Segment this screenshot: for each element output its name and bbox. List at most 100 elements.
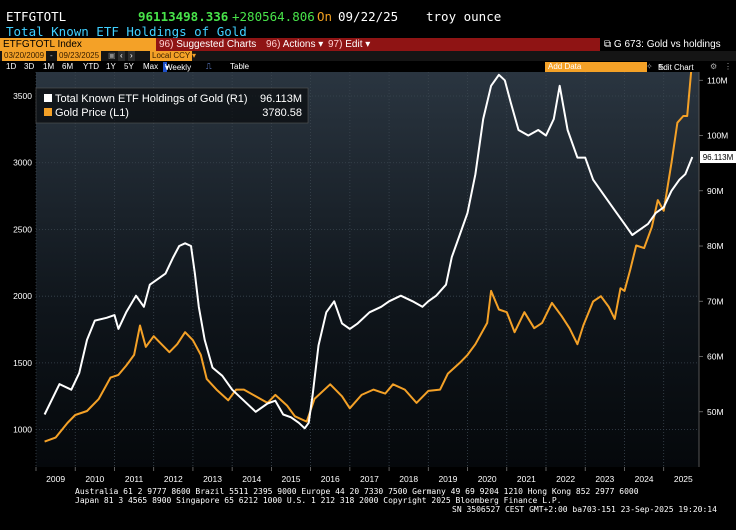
left-axis: 1000 1500 2000 2500 3000 3500: [13, 91, 32, 435]
prev-arrow-icon[interactable]: ‹: [118, 51, 125, 61]
index-field[interactable]: ETFGTOTL Index: [0, 38, 156, 51]
x-tick-label: 2012: [164, 474, 183, 484]
more-icon[interactable]: ⋮: [724, 62, 732, 71]
price-change: +280564.806: [232, 9, 315, 24]
chart-title: G 673: Gold vs holdings: [613, 39, 721, 50]
plot-area: [36, 72, 699, 467]
chevron-down-icon: ▾: [362, 39, 371, 50]
footer: Australia 61 2 9777 8600 Brazil 5511 239…: [0, 486, 736, 530]
table-button[interactable]: Table: [230, 62, 250, 71]
right-tick-label: 60M: [707, 352, 724, 362]
pencil-icon: ✎: [658, 63, 665, 72]
legend-box: [35, 87, 309, 124]
legend-holdings-name: Total Known ETF Holdings of Gold (R1): [55, 93, 248, 105]
legend-swatch-holdings: [44, 94, 52, 102]
menu-bar: ETFGTOTL Index 96) Suggested Charts 96) …: [0, 38, 736, 51]
period-3d[interactable]: 3D: [24, 62, 35, 71]
range-dash: -: [50, 51, 53, 60]
x-tick-label: 2024: [635, 474, 654, 484]
last-price: 96113498.336: [138, 9, 229, 24]
end-date-field[interactable]: 09/23/2025: [57, 51, 102, 61]
ticker: ETFGTOTL: [6, 9, 67, 24]
chart-type-icon[interactable]: ⎍: [206, 62, 212, 71]
footer-line-2: Japan 81 3 4565 8900 Singapore 65 6212 1…: [75, 496, 562, 505]
actions-num: 96): [266, 39, 281, 50]
footer-line-1: Australia 61 2 9777 8600 Brazil 5511 239…: [75, 487, 639, 496]
x-tick-label: 2009: [46, 474, 65, 484]
edit-label: Edit: [345, 39, 363, 50]
external-link-icon: ⧉: [604, 39, 612, 50]
on-label: On: [317, 9, 333, 24]
period-1y[interactable]: 1Y: [106, 62, 116, 71]
right-tick-label: 80M: [707, 241, 724, 251]
x-tick-label: 2015: [282, 474, 301, 484]
holdings-last-marker: [700, 151, 736, 164]
gridlines: [35, 72, 699, 467]
settings-icon[interactable]: ✧: [646, 62, 653, 71]
actions-button[interactable]: 96) Actions ▾: [266, 38, 323, 51]
right-tick-label: 70M: [707, 296, 724, 306]
x-tick-label: 2011: [125, 474, 144, 484]
chevron-down-icon: ▾: [315, 39, 324, 50]
x-tick-label: 2019: [438, 474, 457, 484]
x-tick-label: 2016: [321, 474, 340, 484]
left-tick-label: 3500: [13, 91, 32, 101]
series-group: [43, 72, 694, 443]
x-tick-label: 2018: [399, 474, 418, 484]
frequency-label: Weekly: [165, 63, 192, 72]
x-tick-label: 2025: [674, 474, 693, 484]
right-tick-label: 110M: [707, 75, 728, 85]
left-tick-label: 1500: [13, 358, 32, 368]
start-date-field[interactable]: 03/20/2009: [2, 51, 47, 61]
edit-chart-label: Edit Chart: [658, 63, 694, 72]
period-6m[interactable]: 6M: [62, 62, 74, 71]
legend[interactable]: Total Known ETF Holdings of Gold (R1) 96…: [35, 87, 309, 124]
left-tick-label: 1000: [13, 425, 32, 435]
quote-date: 09/22/25: [338, 9, 399, 24]
x-tick-label: 2021: [517, 474, 536, 484]
add-data-field[interactable]: Add Data: [545, 62, 647, 72]
period-5y[interactable]: 5Y: [124, 62, 134, 71]
calendar-icon[interactable]: ▣: [108, 51, 116, 60]
unit: troy ounce: [426, 9, 502, 24]
right-tick-label: 50M: [707, 407, 724, 417]
footer-line-3: SN 3506527 CEST GMT+2:00 ba703-151 23-Se…: [452, 505, 717, 514]
actions-label: Actions: [282, 39, 316, 50]
x-tick-label: 2013: [203, 474, 222, 484]
left-tick-label: 2000: [13, 291, 32, 301]
period-max[interactable]: Max: [143, 62, 159, 71]
frequency-select[interactable]: Weekly ▾: [163, 62, 191, 72]
x-tick-label: 2022: [556, 474, 575, 484]
left-tick-label: 2500: [13, 224, 32, 234]
next-arrow-icon[interactable]: ›: [128, 51, 135, 61]
period-bar: 1D 3D 1M 6M YTD 1Y 5Y Max Weekly ▾ ⎍ Tab…: [0, 61, 736, 72]
chevron-down-icon[interactable]: ▾: [192, 51, 197, 60]
right-tick-label: 90M: [707, 186, 724, 196]
holdings-line: [43, 73, 694, 430]
security-name: Total Known ETF Holdings of Gold: [6, 24, 247, 39]
period-1m[interactable]: 1M: [43, 62, 55, 71]
x-tick-label: 2017: [360, 474, 379, 484]
right-tick-label: 100M: [707, 131, 728, 141]
period-ytd[interactable]: YTD: [83, 62, 99, 71]
x-axis: 2009 2010 2011 2012 2013 2014 2015 2016 2017 2018…: [35, 467, 693, 484]
period-1d[interactable]: 1D: [6, 62, 17, 71]
edit-button[interactable]: 97) Edit ▾: [328, 38, 370, 51]
security-name-row: Total Known ETF Holdings of Gold: [0, 24, 736, 39]
edit-num: 97): [328, 39, 343, 50]
chevron-down-icon: ▾: [165, 63, 170, 72]
legend-gold-value: 3780.58: [262, 107, 302, 119]
left-tick-label: 3000: [13, 158, 32, 168]
settings-icon[interactable]: ⚙: [710, 62, 718, 71]
x-tick-label: 2014: [242, 474, 261, 484]
suggested-label: Suggested Charts: [176, 39, 257, 50]
currency-select[interactable]: Local CCY: [150, 51, 193, 61]
suggested-num: 96): [159, 39, 174, 50]
right-axis: 50M 60M 70M 80M 90M 100M 110M: [699, 75, 728, 417]
chart-title-box[interactable]: ⧉ G 673: Gold vs holdings: [600, 38, 736, 51]
x-tick-label: 2010: [85, 474, 104, 484]
last-value-markers: 96.113M3780.58: [700, 151, 736, 164]
suggested-charts-button[interactable]: 96) Suggested Charts: [159, 38, 256, 51]
gold-price-line: [44, 72, 693, 443]
holdings-last-label: 96.113M: [703, 153, 734, 162]
